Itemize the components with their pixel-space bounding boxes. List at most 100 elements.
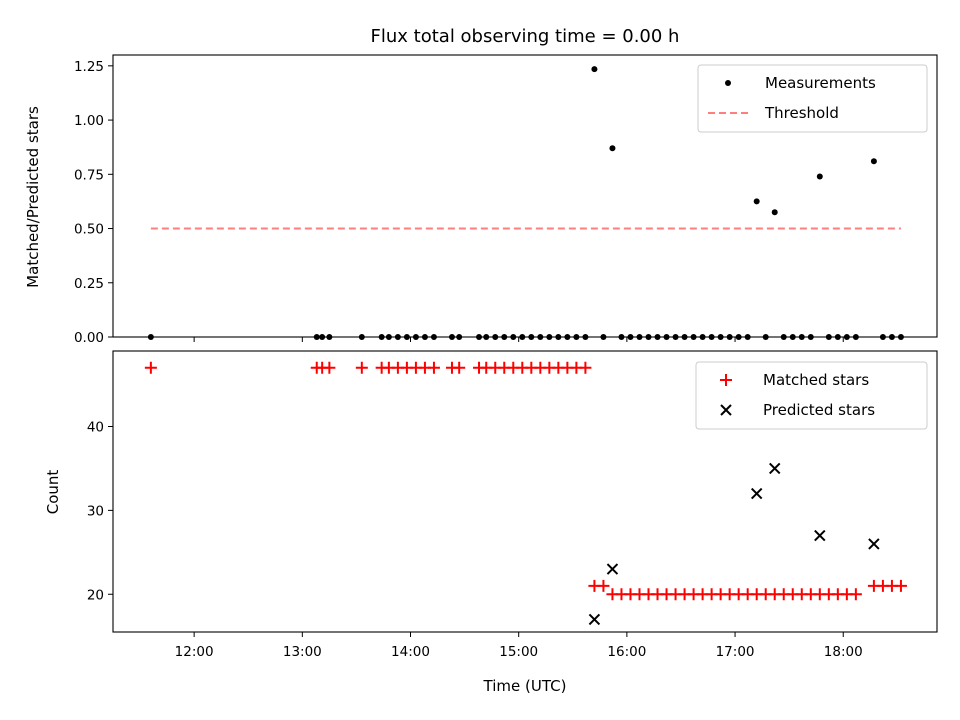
matched-point	[355, 361, 368, 374]
matched-point	[579, 361, 592, 374]
legend-box	[695, 361, 928, 430]
measurement-point	[690, 334, 697, 340]
matched-point	[453, 361, 466, 374]
measurement-point	[834, 334, 841, 340]
x-tick-label: 18:00	[824, 644, 863, 660]
measurement-point	[663, 334, 670, 340]
measurement-point	[708, 334, 715, 340]
measurement-point	[510, 334, 517, 340]
y-tick-label: 0.50	[74, 222, 104, 238]
legend-label: Threshold	[764, 104, 839, 122]
measurement-point	[448, 334, 455, 340]
measurement-point	[358, 334, 365, 340]
y-tick-label: 1.00	[74, 113, 104, 129]
measurement-point	[852, 334, 859, 340]
bottom-y-axis-label: Count	[44, 470, 62, 515]
y-tick-label: 1.25	[74, 59, 104, 75]
measurement-point	[654, 334, 661, 340]
counts-panel: 12:00 13:00 14:00 15:00 16:00 17:00 18:00 20 30 4…	[87, 350, 938, 660]
measurement-point	[385, 334, 392, 340]
measurement-point	[717, 334, 724, 340]
legend-label: Measurements	[765, 74, 876, 92]
measurement-point	[582, 334, 589, 340]
measurement-point	[403, 334, 410, 340]
measurement-point	[378, 334, 385, 340]
measurement-point	[816, 173, 823, 180]
measurement-point	[609, 145, 616, 152]
y-tick-label: 0.00	[74, 330, 104, 346]
matched-point	[323, 361, 336, 374]
predicted-point	[588, 613, 601, 626]
measurement-point	[591, 66, 598, 73]
measurement-point	[519, 334, 526, 340]
measurement-point	[546, 334, 553, 340]
measurement-point	[501, 334, 508, 340]
measurement-point	[636, 334, 643, 340]
legend-box	[697, 64, 928, 133]
measurement-point	[528, 334, 535, 340]
measurement-point	[618, 334, 625, 340]
measurement-point	[555, 334, 562, 340]
measurement-point	[672, 334, 679, 340]
measurement-point	[825, 334, 832, 340]
x-tick-label: 17:00	[716, 644, 755, 660]
measurement-point	[681, 334, 688, 340]
measurement-point	[564, 334, 571, 340]
matched-point	[597, 579, 610, 592]
measurement-point	[430, 334, 437, 340]
measurement-point	[645, 334, 652, 340]
measurement-point	[537, 334, 544, 340]
measurement-point	[627, 334, 634, 340]
y-tick-label: 0.75	[74, 167, 104, 183]
x-axis-label: Time (UTC)	[483, 677, 567, 695]
counts-series-0	[144, 361, 907, 601]
matched-point	[894, 579, 907, 592]
measurement-point	[798, 334, 805, 340]
measurement-point	[870, 158, 877, 165]
measurement-point	[147, 334, 154, 340]
x-tick-label: 13:00	[283, 644, 322, 660]
measurement-point	[753, 198, 760, 205]
measurement-point	[780, 334, 787, 340]
matched-point	[427, 361, 440, 374]
legend-matched-swatch	[720, 374, 732, 386]
legend-label: Matched stars	[763, 371, 869, 389]
measurement-point	[843, 334, 850, 340]
legend-label: Predicted stars	[763, 401, 875, 419]
measurement-point	[483, 334, 490, 340]
measurement-point	[888, 334, 895, 340]
ratio-panel: 0.00 0.25 0.50 0.75 1.00 1.25 Measurements Thre…	[74, 54, 938, 346]
x-tick-label: 15:00	[499, 644, 538, 660]
legend-predicted-swatch	[720, 404, 732, 416]
x-tick-label: 16:00	[607, 644, 646, 660]
measurement-point	[313, 334, 320, 340]
measurement-point	[771, 209, 778, 216]
measurement-point	[412, 334, 419, 340]
counts-legend: Matched stars Predicted stars	[695, 361, 928, 430]
x-tick-label: 12:00	[175, 644, 214, 660]
measurement-point	[789, 334, 796, 340]
measurement-point	[600, 334, 607, 340]
predicted-point	[606, 563, 619, 575]
chart-title: Flux total observing time = 0.00 h	[371, 26, 680, 47]
predicted-point	[769, 462, 781, 475]
measurement-point	[476, 334, 483, 340]
predicted-point	[814, 529, 826, 542]
y-tick-label: 30	[87, 503, 104, 519]
y-tick-label: 40	[87, 419, 104, 435]
legend-measurement-swatch	[725, 80, 731, 86]
measurement-point	[319, 334, 326, 340]
measurement-point	[762, 334, 769, 340]
y-tick-label: 0.25	[74, 276, 104, 292]
measurement-point	[699, 334, 706, 340]
predicted-point	[750, 487, 763, 500]
measurement-point	[573, 334, 580, 340]
x-tick-label: 14:00	[391, 644, 430, 660]
measurement-point	[326, 334, 333, 340]
measurement-point	[456, 334, 463, 340]
ratio-legend: Measurements Threshold	[697, 64, 928, 133]
matched-point	[144, 361, 157, 374]
measurement-point	[421, 334, 428, 340]
matched-point	[849, 588, 862, 601]
predicted-point	[868, 538, 880, 550]
